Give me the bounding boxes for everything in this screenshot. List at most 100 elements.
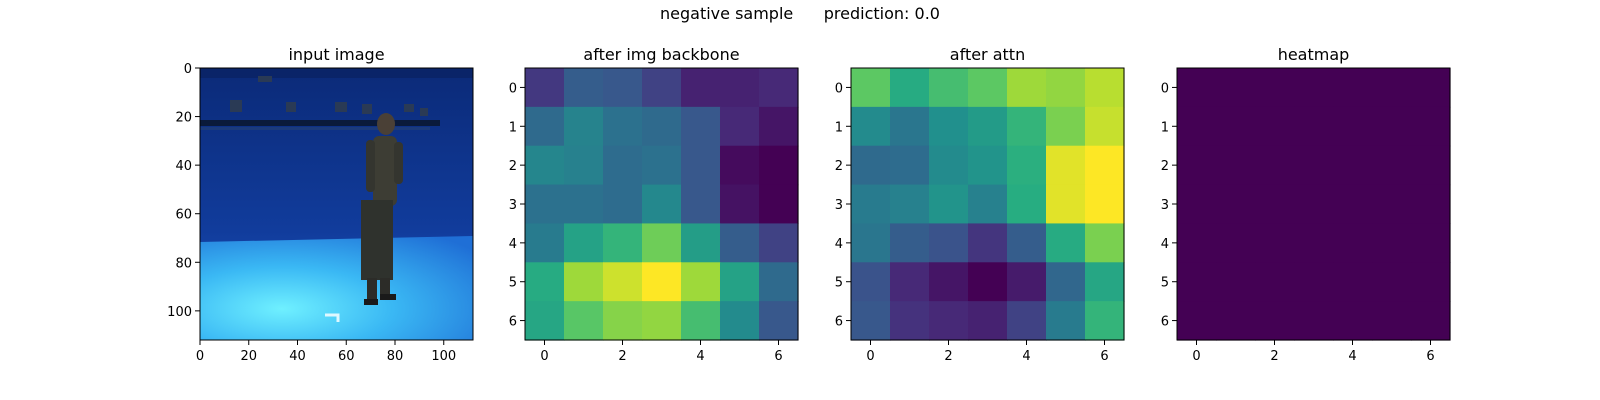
- y-tick-label: 100: [167, 305, 192, 320]
- heatmap-cell: [1255, 145, 1295, 186]
- heatmap-cell: [1046, 145, 1086, 186]
- heatmap-cell: [1007, 106, 1047, 147]
- panel-axes: 0 2 4 6 0 1 2 3 4 5 6: [1161, 81, 1435, 364]
- heatmap-cell: [1411, 145, 1451, 186]
- heatmap-cell: [759, 301, 799, 341]
- heatmap-cell: [890, 68, 930, 108]
- heatmap-cell: [525, 68, 565, 108]
- heatmap-cell: [1333, 223, 1373, 263]
- heatmap-cell: [681, 184, 721, 225]
- y-tick-label: 0: [509, 81, 517, 96]
- x-tick-label: 2: [618, 349, 626, 364]
- heatmap-cell: [1294, 68, 1334, 108]
- heatmap-cell: [890, 145, 930, 186]
- y-tick-label: 80: [175, 256, 192, 271]
- heatmap-cell: [890, 301, 930, 341]
- y-tick-label: 0: [184, 62, 192, 77]
- heatmap-cell: [1372, 106, 1412, 147]
- panel-axes: 0 2 4 6 0 1 2 3 4 5 6: [835, 81, 1109, 364]
- heatmap-cell: [1294, 223, 1334, 263]
- y-tick-label: 6: [835, 315, 843, 330]
- heatmap-cell: [1294, 184, 1334, 225]
- y-tick-label: 3: [1161, 198, 1169, 213]
- heatmap-cell: [720, 68, 760, 108]
- heatmap-cell: [1411, 301, 1451, 341]
- heatmap-cell: [564, 145, 604, 186]
- heatmap-cell: [603, 68, 643, 108]
- heatmap-cell: [1085, 68, 1125, 108]
- heatmap-cell: [1085, 106, 1125, 147]
- heatmap-cell: [1007, 301, 1047, 341]
- heatmap-cell: [1294, 106, 1334, 147]
- x-tick-label: 20: [240, 349, 257, 364]
- heatmap-cell: [1177, 262, 1217, 302]
- y-tick-label: 5: [1161, 276, 1169, 291]
- heatmap-cell: [1085, 223, 1125, 263]
- heatmap-cell: [525, 145, 565, 186]
- heatmap-cell: [1046, 106, 1086, 147]
- heatmap-cell: [720, 223, 760, 263]
- y-tick-label: 4: [509, 237, 517, 252]
- x-tick-label: 4: [696, 349, 704, 364]
- x-tick-label: 4: [1348, 349, 1356, 364]
- heatmap-cell: [851, 145, 891, 186]
- heatmap-cell: [968, 184, 1008, 225]
- heatmap-cell: [1294, 145, 1334, 186]
- heatmap-cell: [1085, 184, 1125, 225]
- y-tick-label: 1: [1161, 120, 1169, 135]
- heatmap-cell: [603, 262, 643, 302]
- heatmap-cell: [968, 301, 1008, 341]
- heatmap-cell: [890, 184, 930, 225]
- x-tick-label: 2: [944, 349, 952, 364]
- heatmap-cell: [759, 262, 799, 302]
- heatmap-cell: [1372, 68, 1412, 108]
- y-tick-label: 60: [175, 208, 192, 223]
- heatmap-cell: [759, 68, 799, 108]
- heatmap-cell: [1216, 68, 1256, 108]
- heatmap-cell: [720, 145, 760, 186]
- panel-title: after img backbone: [583, 45, 739, 64]
- heatmap-cell: [851, 68, 891, 108]
- heatmap-cell: [1216, 184, 1256, 225]
- heatmap-cell: [1411, 68, 1451, 108]
- heatmap-cell: [1177, 106, 1217, 147]
- y-tick-label: 40: [175, 159, 192, 174]
- heatmap-cell: [642, 262, 682, 302]
- heatmap-cell: [720, 106, 760, 147]
- figure-suptitle: negative sample prediction: 0.0: [660, 4, 940, 23]
- heatmap-cell: [759, 145, 799, 186]
- heatmap-cell: [1177, 68, 1217, 108]
- heatmap-cell: [1255, 262, 1295, 302]
- panel-axes: 0 2 4 6 0 1 2 3 4 5 6: [509, 81, 783, 364]
- y-tick-label: 4: [1161, 237, 1169, 252]
- heatmap-cell: [525, 106, 565, 147]
- heatmap-cell: [929, 223, 969, 263]
- heatmap-cell: [720, 262, 760, 302]
- panel-input-image: input image: [167, 45, 474, 364]
- heatmap-cell: [1372, 145, 1412, 186]
- heatmap-cell: [525, 301, 565, 341]
- heatmap-cell: [1372, 262, 1412, 302]
- heatmap-cell: [1046, 68, 1086, 108]
- heatmap-cells: [1177, 68, 1451, 341]
- heatmap-cell: [1046, 262, 1086, 302]
- y-tick-label: 0: [835, 81, 843, 96]
- heatmap-cell: [525, 184, 565, 225]
- heatmap-cell: [851, 301, 891, 341]
- heatmap-cell: [564, 223, 604, 263]
- y-tick-label: 5: [509, 276, 517, 291]
- heatmap-cell: [1411, 184, 1451, 225]
- heatmap-cell: [642, 301, 682, 341]
- panel-title: input image: [288, 45, 384, 64]
- heatmap-cell: [968, 68, 1008, 108]
- heatmap-cell: [564, 68, 604, 108]
- heatmap-cell: [1177, 184, 1217, 225]
- heatmap-cell: [603, 223, 643, 263]
- heatmap-cell: [681, 68, 721, 108]
- y-tick-label: 6: [1161, 315, 1169, 330]
- x-tick-label: 0: [1192, 349, 1200, 364]
- heatmap-cell: [929, 68, 969, 108]
- x-tick-label: 4: [1022, 349, 1030, 364]
- y-tick-label: 2: [509, 159, 517, 174]
- x-tick-label: 60: [338, 349, 355, 364]
